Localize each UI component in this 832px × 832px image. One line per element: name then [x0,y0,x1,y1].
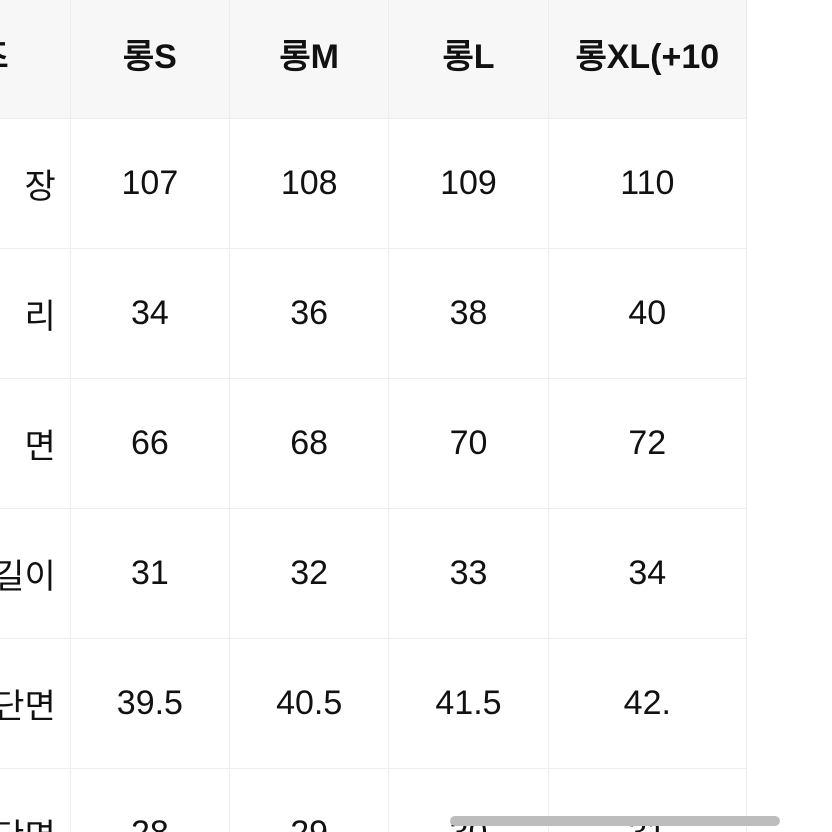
col-header-long-m: 롱M [230,0,389,119]
col-header-size: 즈 [0,0,70,119]
cell: 41.5 [389,639,548,769]
row-header: 면 [0,379,70,509]
cell: 34 [70,249,229,379]
cell: 110 [548,119,746,249]
col-header-long-xl: 롱XL(+10 [548,0,746,119]
cell: 70 [389,379,548,509]
cell: 36 [230,249,389,379]
table-row: 단면 39.5 40.5 41.5 42. [0,639,747,769]
cell: 109 [389,119,548,249]
cell: 108 [230,119,389,249]
cell: 39.5 [70,639,229,769]
cell: 107 [70,119,229,249]
cell: 68 [230,379,389,509]
row-header: 장 [0,119,70,249]
size-table: 즈 롱S 롱M 롱L 롱XL(+10 장 107 108 109 110 리 3… [0,0,747,832]
cell: 33 [389,509,548,639]
size-table-container: 즈 롱S 롱M 롱L 롱XL(+10 장 107 108 109 110 리 3… [0,0,832,832]
table-row: 장 107 108 109 110 [0,119,747,249]
cell: 32 [230,509,389,639]
cell: 38 [389,249,548,379]
table-header-row: 즈 롱S 롱M 롱L 롱XL(+10 [0,0,747,119]
table-row: 리 34 36 38 40 [0,249,747,379]
cell: 29 [230,769,389,832]
table-row: 면 66 68 70 72 [0,379,747,509]
row-header: 단면 [0,769,70,832]
cell: 28 [70,769,229,832]
cell: 34 [548,509,746,639]
cell: 72 [548,379,746,509]
cell: 40 [548,249,746,379]
cell: 40.5 [230,639,389,769]
row-header: 단면 [0,639,70,769]
col-header-long-s: 롱S [70,0,229,119]
row-header: 길이 [0,509,70,639]
cell: 66 [70,379,229,509]
col-header-long-l: 롱L [389,0,548,119]
row-header: 리 [0,249,70,379]
cell: 31 [70,509,229,639]
cell: 42. [548,639,746,769]
horizontal-scrollbar[interactable] [450,816,780,826]
table-row: 길이 31 32 33 34 [0,509,747,639]
